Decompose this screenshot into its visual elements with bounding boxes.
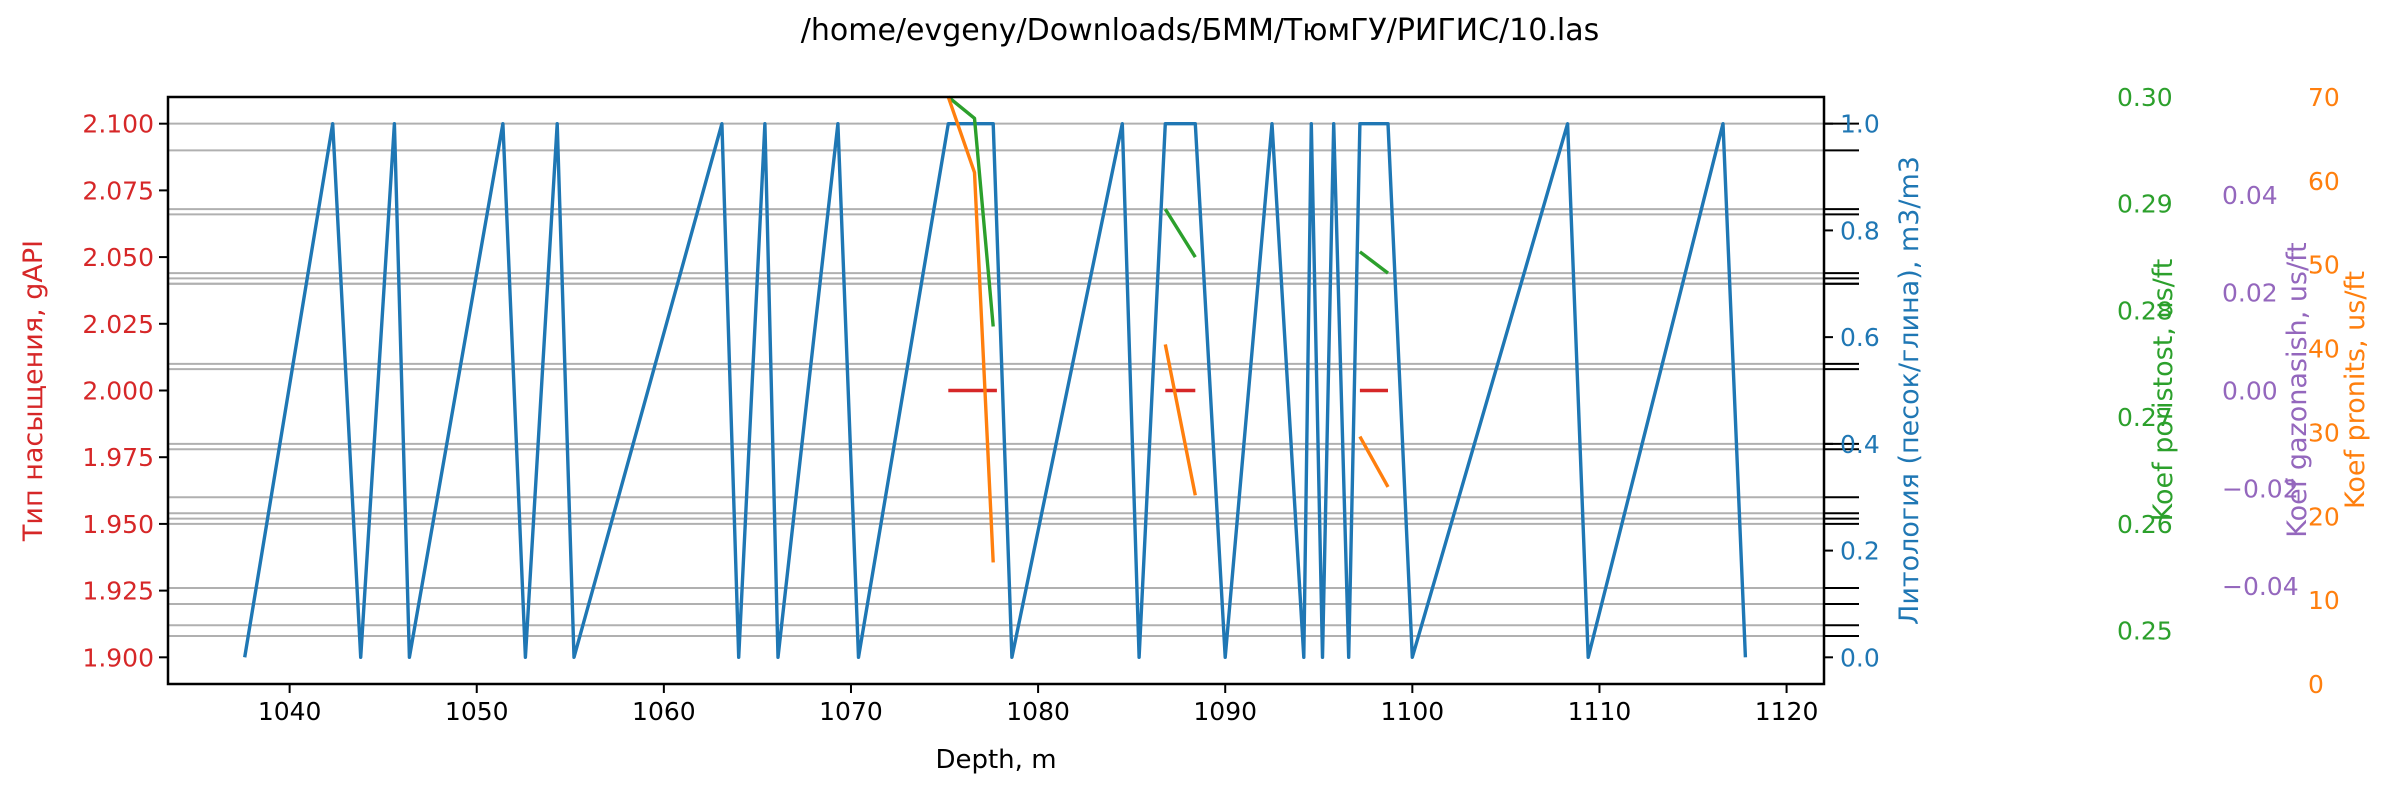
x-tick-label: 1100 — [1381, 697, 1445, 726]
series-pronits-line — [1358, 435, 1390, 488]
y-tick-label-poristost: 0.26 — [2117, 510, 2173, 539]
y-tick-label-gazonasish: −0.02 — [2222, 474, 2299, 503]
x-tick-label: 1070 — [819, 697, 883, 726]
y-tick-label-saturation: 2.075 — [82, 176, 154, 205]
x-tick-label: 1050 — [445, 697, 509, 726]
y-tick-label-lithology: 0.8 — [1840, 216, 1880, 245]
y-tick-label-saturation: 2.050 — [82, 243, 154, 272]
y-tick-label-saturation: 1.950 — [82, 510, 154, 539]
series-pronits-line — [1163, 344, 1197, 496]
y-tick-label-pronits: 40 — [2308, 335, 2340, 364]
y-tick-label-lithology: 0.6 — [1840, 323, 1880, 352]
y-axis-label-lithology: Литология (песок/глина), m3/m3 — [1894, 156, 1925, 625]
x-tick-label: 1060 — [632, 697, 696, 726]
y-tick-label-poristost: 0.28 — [2117, 296, 2173, 325]
y-tick-label-gazonasish: 0.04 — [2222, 181, 2278, 210]
axes-layer: 1040 1050 1060 1070 1080 1090 1100 1110 11201.90… — [18, 83, 2371, 726]
x-tick-label: 1110 — [1568, 697, 1632, 726]
x-tick-label: 1120 — [1755, 697, 1819, 726]
y-tick-label-pronits: 30 — [2308, 418, 2340, 447]
y-tick-label-poristost: 0.25 — [2117, 617, 2173, 646]
y-tick-label-pronits: 20 — [2308, 502, 2340, 531]
series-poristost-line — [1358, 250, 1390, 275]
y-tick-label-lithology: 0.0 — [1840, 643, 1880, 672]
y-tick-label-poristost: 0.29 — [2117, 190, 2173, 219]
x-tick-label: 1090 — [1193, 697, 1257, 726]
series-lithology-line — [243, 121, 1748, 659]
x-axis-label: Depth, m — [935, 745, 1056, 775]
y-tick-label-gazonasish: 0.02 — [2222, 279, 2278, 308]
series-poristost-line — [1163, 208, 1197, 259]
series-pronits-line — [946, 96, 995, 563]
y-tick-label-saturation: 2.000 — [82, 377, 154, 406]
y-axis-label-pronits: Koef pronits, us/ft — [2340, 271, 2371, 509]
y-tick-label-pronits: 10 — [2308, 586, 2340, 615]
gridlines — [168, 122, 1824, 637]
series-poristost-line — [947, 95, 995, 327]
y-tick-label-saturation: 2.100 — [82, 110, 154, 139]
y-tick-label-lithology: 0.4 — [1840, 430, 1880, 459]
y-tick-label-saturation: 2.025 — [82, 310, 154, 339]
y-tick-label-pronits: 70 — [2308, 83, 2340, 112]
y-tick-label-poristost: 0.27 — [2117, 403, 2173, 432]
y-tick-label-poristost: 0.30 — [2117, 83, 2173, 112]
y-tick-label-pronits: 50 — [2308, 251, 2340, 280]
y-tick-label-lithology: 1.0 — [1840, 110, 1880, 139]
y-tick-label-saturation: 1.975 — [82, 443, 154, 472]
y-tick-label-lithology: 0.2 — [1840, 537, 1880, 566]
y-tick-label-pronits: 60 — [2308, 167, 2340, 196]
chart-title: /home/evgeny/Downloads/БММ/ТюмГУ/РИГИС/1… — [801, 13, 1599, 48]
y-axis-label-poristost: Koef poristost, us/ft — [2148, 259, 2179, 522]
y-tick-label-gazonasish: 0.00 — [2222, 377, 2278, 406]
y-tick-label-gazonasish: −0.04 — [2222, 572, 2299, 601]
y-tick-label-saturation: 1.900 — [82, 643, 154, 672]
x-tick-label: 1040 — [258, 697, 322, 726]
series-layer — [243, 95, 1748, 659]
y-tick-label-saturation: 1.925 — [82, 577, 154, 606]
y-axis-label-gazonasish: Koef gazonasish, us/ft — [2282, 242, 2313, 537]
y-tick-label-pronits: 0 — [2308, 670, 2324, 699]
y-axis-label-saturation: Тип насыщения, gAPI — [18, 240, 49, 542]
x-tick-label: 1080 — [1006, 697, 1070, 726]
